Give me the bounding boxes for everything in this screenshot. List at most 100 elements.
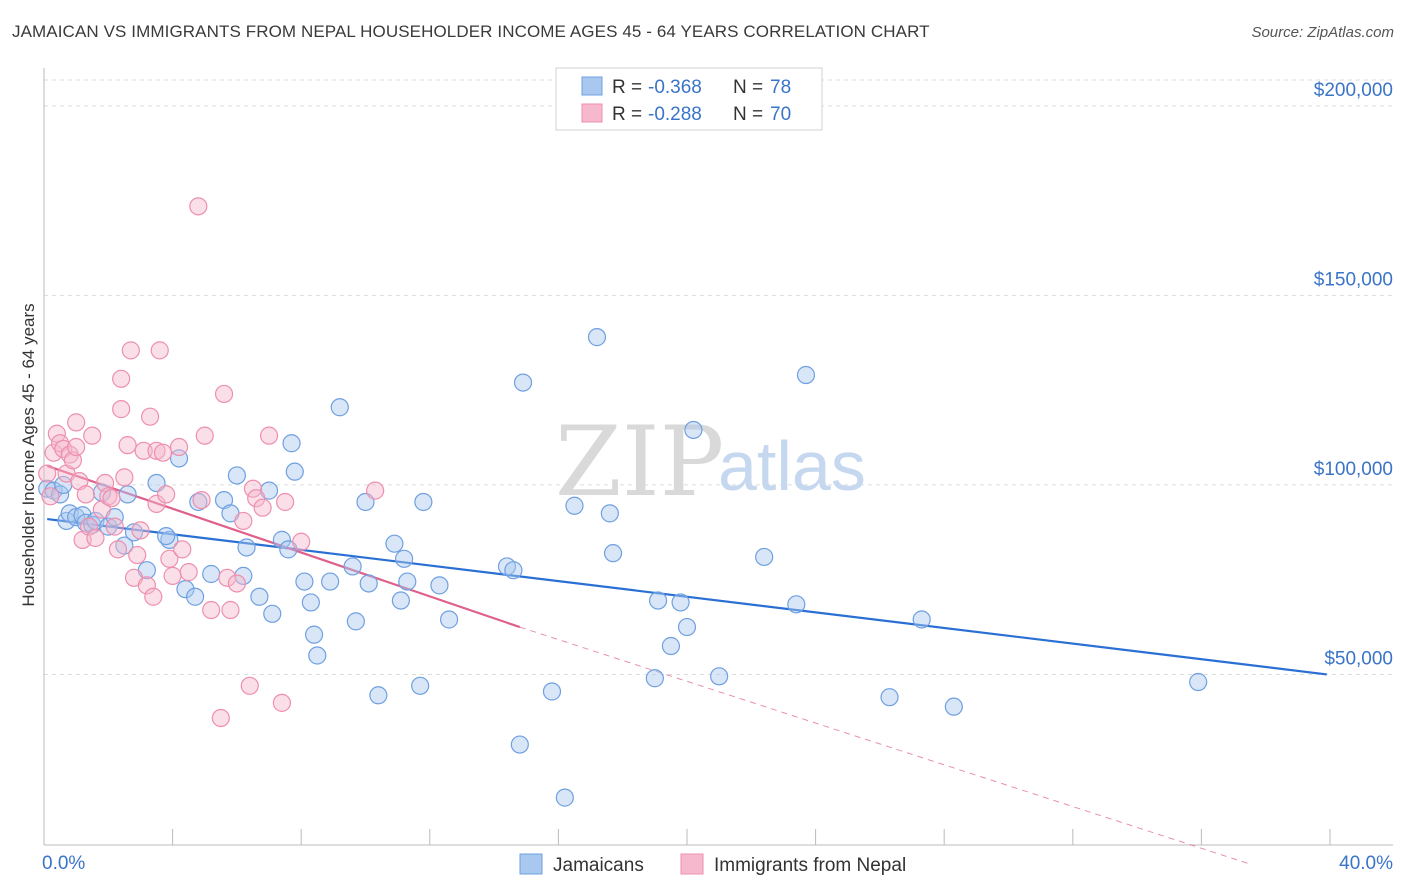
data-point xyxy=(411,676,430,695)
data-point xyxy=(79,517,99,536)
data-point xyxy=(118,485,137,504)
data-point xyxy=(202,600,221,620)
data-point xyxy=(147,494,166,513)
data-point xyxy=(157,526,176,546)
data-point xyxy=(366,481,385,500)
stats-n-label: N = xyxy=(733,104,763,125)
data-point xyxy=(163,566,182,585)
legend-swatch-nepal xyxy=(680,853,704,875)
data-point xyxy=(346,612,365,631)
y-axis-title: Householder Income Ages 45 - 64 years xyxy=(19,303,38,606)
watermark-zip: ZIP xyxy=(555,406,724,518)
data-point xyxy=(41,487,60,506)
axes xyxy=(43,68,1393,846)
data-point xyxy=(179,563,198,582)
data-point xyxy=(176,580,195,599)
data-point xyxy=(684,420,703,440)
data-point xyxy=(67,437,86,457)
data-point xyxy=(247,489,266,508)
data-point xyxy=(513,373,533,392)
data-point xyxy=(221,600,240,620)
data-point xyxy=(124,523,144,542)
data-point xyxy=(276,492,295,512)
data-point xyxy=(414,492,433,512)
data-point xyxy=(169,437,189,457)
data-point xyxy=(243,479,263,498)
data-point xyxy=(555,788,574,807)
data-point xyxy=(99,517,118,536)
y-tick-label: $50,000 xyxy=(1324,648,1393,669)
stats-r-label: R = xyxy=(612,104,642,125)
data-point xyxy=(227,574,246,593)
tick-labels: $50,000 $100,000 $150,000 $200,000 0.0% 40.0% xyxy=(42,80,1393,874)
stats-n-value-jamaicans: 78 xyxy=(770,77,791,98)
data-point xyxy=(134,441,153,460)
data-point xyxy=(330,398,349,417)
data-point xyxy=(67,413,86,432)
data-point xyxy=(510,735,529,754)
data-point xyxy=(263,604,282,623)
legend-label-nepal: Immigrants from Nepal xyxy=(714,855,906,876)
data-point xyxy=(118,436,137,455)
data-point xyxy=(504,561,523,580)
data-point xyxy=(343,557,362,576)
data-point xyxy=(192,490,211,510)
data-point xyxy=(603,544,623,563)
data-point xyxy=(83,426,102,445)
data-point xyxy=(285,462,304,481)
data-point xyxy=(147,441,166,460)
data-point xyxy=(211,708,230,728)
data-point xyxy=(912,610,931,629)
data-point xyxy=(787,595,806,614)
data-point xyxy=(304,625,324,644)
data-point xyxy=(195,426,214,445)
data-point xyxy=(240,676,259,695)
data-point xyxy=(234,511,253,531)
data-point xyxy=(282,434,301,453)
data-point xyxy=(677,617,697,637)
data-point xyxy=(157,485,176,504)
data-point xyxy=(112,400,131,419)
data-point xyxy=(102,489,121,508)
data-point xyxy=(272,693,292,712)
data-point xyxy=(301,593,320,612)
y-tick-label: $200,000 xyxy=(1314,80,1393,101)
data-point xyxy=(153,443,173,462)
data-point xyxy=(108,540,128,559)
data-point xyxy=(259,426,279,445)
data-point xyxy=(710,667,729,686)
data-point xyxy=(587,328,607,347)
data-point xyxy=(131,521,150,540)
data-point xyxy=(880,688,899,707)
data-point xyxy=(944,697,963,716)
data-point xyxy=(128,545,147,565)
data-point xyxy=(234,566,253,585)
gridlines xyxy=(44,79,1393,675)
data-point xyxy=(253,498,272,517)
stats-swatch-jamaicans xyxy=(581,76,603,96)
data-point xyxy=(369,686,388,705)
data-point xyxy=(237,538,256,557)
data-point xyxy=(394,549,414,568)
data-point xyxy=(214,384,234,404)
data-point xyxy=(308,646,327,665)
chart-title: JAMAICAN VS IMMIGRANTS FROM NEPAL HOUSEH… xyxy=(12,22,930,41)
series-jamaicans xyxy=(38,328,1208,807)
stats-swatch-nepal xyxy=(581,103,603,123)
data-point xyxy=(439,610,459,629)
data-point xyxy=(600,504,619,523)
data-point xyxy=(645,669,664,688)
data-point xyxy=(105,517,124,536)
data-point xyxy=(430,576,449,595)
data-point xyxy=(115,468,134,487)
data-point xyxy=(160,549,179,568)
data-point xyxy=(565,496,584,515)
stats-legend: R = -0.368 N = 78 R = -0.288 N = 70 xyxy=(555,67,823,131)
legend-swatch-jamaicans xyxy=(519,853,543,875)
data-point xyxy=(112,369,131,388)
data-point xyxy=(76,485,95,504)
data-point xyxy=(144,587,163,606)
source-credit: Source: ZipAtlas.com xyxy=(1251,24,1394,41)
data-point xyxy=(321,572,340,591)
